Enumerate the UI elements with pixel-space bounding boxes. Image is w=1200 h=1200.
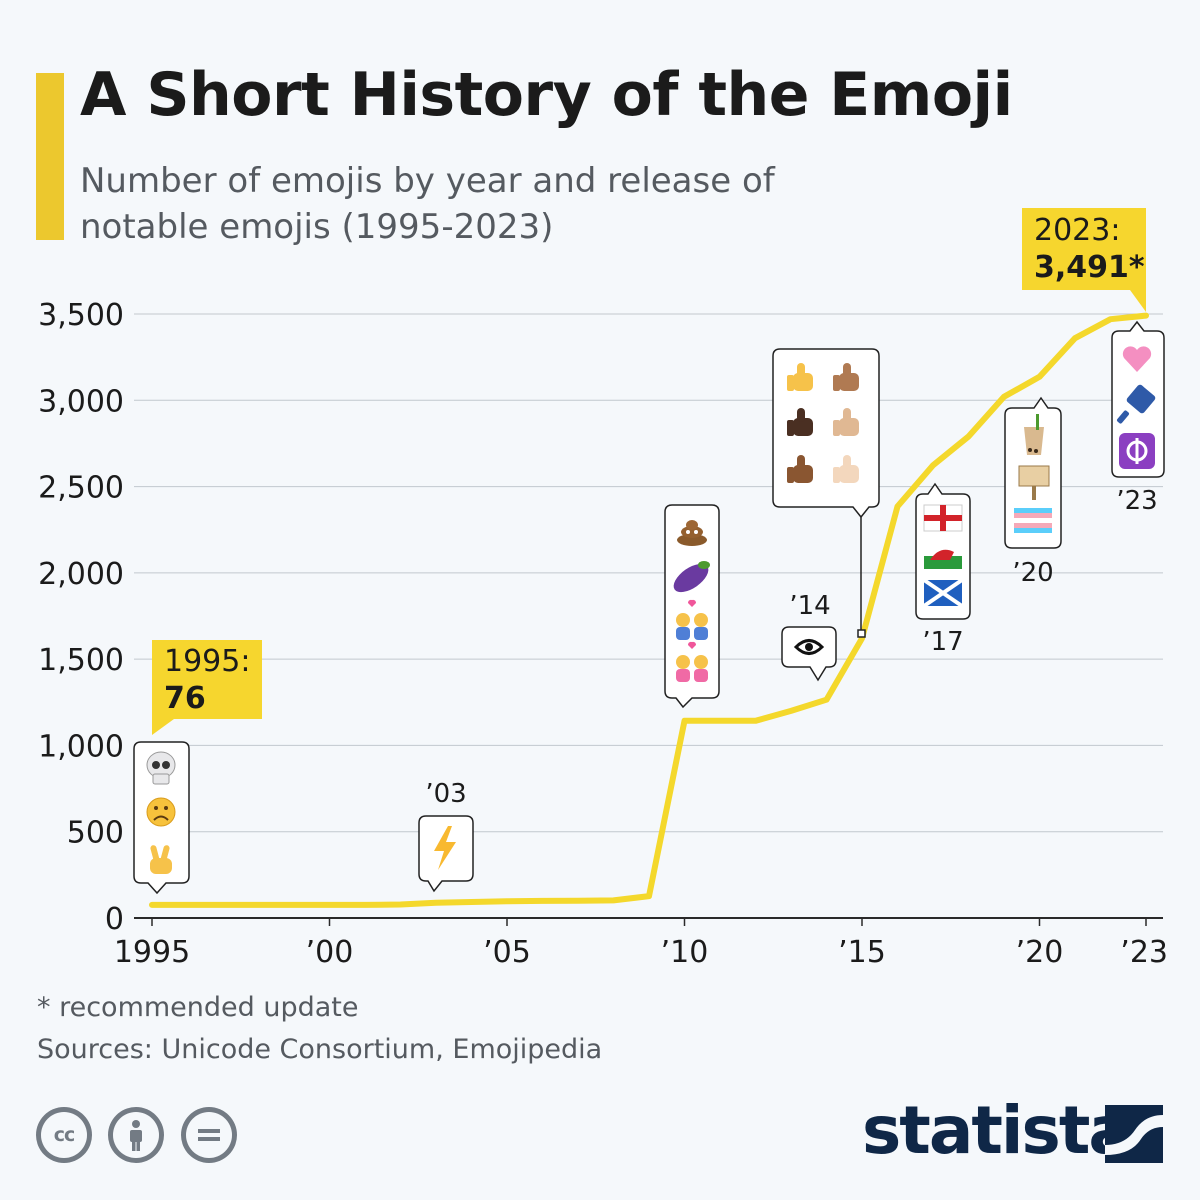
flag-wales-icon — [924, 543, 962, 569]
annotation-2023-label: ’23 — [1116, 486, 1157, 516]
series-line-layer — [149, 312, 1149, 908]
pink-heart-icon — [1122, 346, 1152, 372]
callout-start-year: 1995: — [164, 644, 250, 679]
hair-pick-icon — [1117, 384, 1156, 424]
victory-hand-icon — [150, 845, 172, 874]
callout-start: 1995: 76 — [152, 640, 262, 735]
no-derivatives-icon[interactable] — [181, 1107, 237, 1163]
annotation-2020-label: ’20 — [1012, 558, 1053, 588]
callout-start-value: 76 — [164, 681, 206, 716]
annotation-2017: ’17 — [915, 482, 971, 657]
x-tick-label: ’00 — [306, 935, 354, 970]
annotation-2014: ’14 — [781, 591, 837, 682]
annotation-2015 — [772, 348, 880, 638]
chart-subtitle: Number of emojis by year and release of … — [80, 161, 775, 247]
cc-license-icon[interactable]: cc — [36, 1107, 92, 1163]
pile-of-poo-icon — [677, 520, 707, 546]
placard-icon — [1018, 465, 1050, 500]
sources: Sources: Unicode Consortium, Emojipedia — [37, 1034, 603, 1065]
attribution-icon[interactable] — [108, 1107, 164, 1163]
x-tick-label: ’05 — [483, 935, 531, 970]
bubble-tea-icon — [1024, 414, 1044, 455]
y-tick-label: 3,500 — [38, 298, 124, 333]
statista-logo[interactable]: statista — [862, 1092, 1133, 1169]
x-tick-label: ’23 — [1120, 935, 1168, 970]
annotation-2014-label: ’14 — [789, 591, 830, 621]
y-tick-label: 500 — [67, 816, 124, 851]
annotation-2023: ’23 — [1111, 320, 1165, 516]
chart-title: A Short History of the Emoji — [80, 60, 1013, 130]
callout-end: 2023: 3,491* — [1022, 208, 1146, 312]
title-accent-bar — [36, 73, 64, 240]
annotation-2020: ’20 — [1004, 396, 1062, 588]
y-axis-tick-labels: 0 500 1,000 1,500 2,000 2,500 3,000 3,500 — [38, 298, 124, 937]
x-tick-label: ’20 — [1016, 935, 1064, 970]
series-line — [149, 312, 1149, 908]
callout-end-value: 3,491* — [1034, 250, 1145, 285]
y-tick-label: 2,500 — [38, 471, 124, 506]
thumbs-up-skin-tones-icon — [787, 363, 859, 483]
x-tick-label: ’10 — [661, 935, 709, 970]
footnote: * recommended update — [37, 992, 359, 1023]
annotation-1995 — [133, 741, 190, 895]
annotation-2017-label: ’17 — [922, 627, 963, 657]
flag-scotland-icon — [922, 578, 964, 608]
y-tick-label: 1,500 — [38, 643, 124, 678]
annotation-2003-label: ’03 — [425, 779, 466, 809]
y-tick-label: 3,000 — [38, 384, 124, 419]
statista-logo-icon — [1105, 1105, 1163, 1163]
y-tick-label: 0 — [105, 902, 124, 937]
transgender-flag-icon — [1014, 508, 1052, 533]
khanda-icon — [1119, 433, 1155, 469]
high-voltage-icon — [434, 826, 456, 870]
x-tick-label: ’15 — [838, 935, 886, 970]
frowning-face-icon — [146, 797, 176, 827]
couple-with-heart-icon — [676, 641, 708, 682]
y-tick-label: 2,000 — [38, 557, 124, 592]
eggplant-icon — [673, 561, 710, 593]
x-axis-tick-labels: 1995 ’00 ’05 ’10 ’15 ’20 ’23 — [114, 918, 1168, 970]
eye-in-speech-bubble-icon — [793, 639, 825, 655]
couple-with-heart-icon — [676, 599, 708, 640]
annotation-2003: ’03 — [418, 779, 474, 893]
y-tick-label: 1,000 — [38, 729, 124, 764]
skull-icon — [146, 751, 176, 785]
x-tick-label: 1995 — [114, 935, 190, 970]
grid-lines — [134, 313, 1163, 919]
annotation-2010 — [664, 504, 720, 709]
flag-england-icon — [923, 504, 963, 532]
callout-end-year: 2023: — [1034, 213, 1120, 248]
